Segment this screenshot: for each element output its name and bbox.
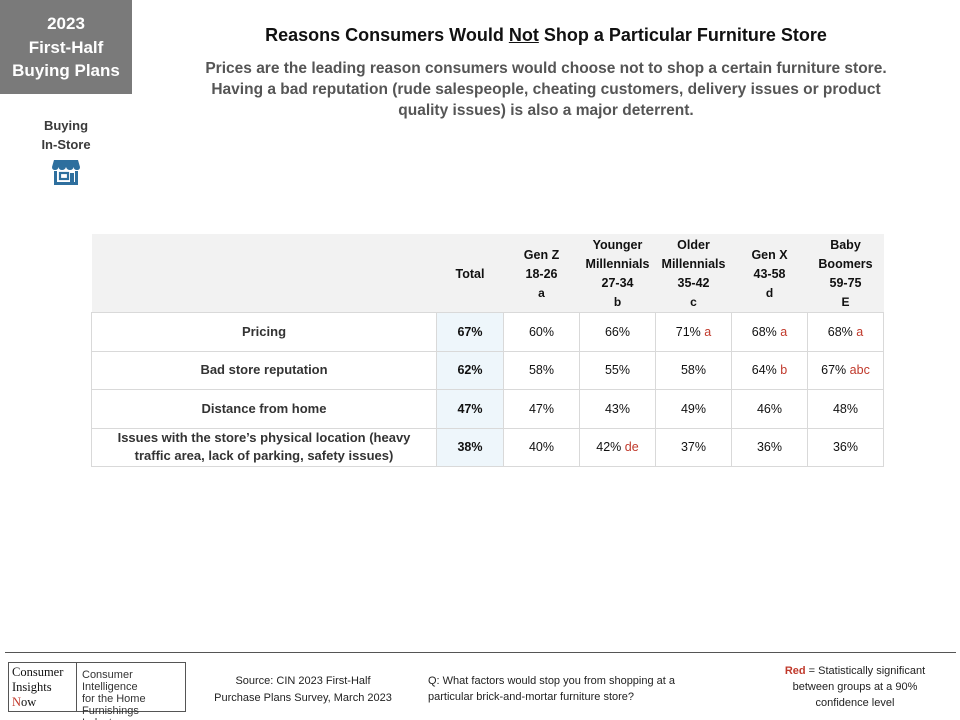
value-cell: 43% xyxy=(579,389,656,429)
value-cell: 42% de xyxy=(579,427,656,467)
logo-wordmark: Consumer Insights Now xyxy=(9,663,77,711)
cell-value: 47% xyxy=(457,401,483,416)
cell-value: 37% xyxy=(680,440,707,455)
subtitle-line1: Prices are the leading reason consumers … xyxy=(205,60,887,77)
value-cell: 67% abc xyxy=(807,350,884,390)
section-label-line1: Buying xyxy=(43,118,89,133)
value-cell: 60% xyxy=(503,312,580,352)
significance-marker: a xyxy=(780,324,788,339)
value-cell: 68% a xyxy=(807,312,884,352)
section-label: Buying In-Store xyxy=(26,116,106,154)
significance-marker: a xyxy=(856,324,864,339)
cell-value: 68% xyxy=(751,324,777,339)
table-row: Issues with the store’s physical locatio… xyxy=(91,427,884,467)
cell-value: 38% xyxy=(457,440,483,455)
header-gen-z: Gen Z 18-26 a xyxy=(523,247,560,300)
cell-value: 43% xyxy=(604,401,631,416)
value-cell: 64% b xyxy=(731,350,808,390)
value-cell: 66% xyxy=(579,312,656,352)
title-emphasis: Not xyxy=(508,25,539,45)
badge-year: 2023 xyxy=(47,14,85,33)
footer-divider xyxy=(5,652,956,653)
header-gen-x: Gen X 43-58 d xyxy=(751,247,788,300)
results-table: Total Gen Z 18-26 a Younger Millennials … xyxy=(91,234,884,467)
row-label: Distance from home xyxy=(91,389,437,429)
value-cell: 68% a xyxy=(731,312,808,352)
company-logo: Consumer Insights Now Consumer Intellige… xyxy=(8,662,186,720)
significance-marker: b xyxy=(780,363,788,378)
value-cell: 49% xyxy=(655,389,732,429)
cell-value: 46% xyxy=(756,401,783,416)
header-total: Total xyxy=(455,266,485,281)
cell-value: 64% xyxy=(751,363,777,378)
storefront-icon xyxy=(52,160,80,185)
cell-value: 47% xyxy=(528,401,555,416)
cell-value: 71% xyxy=(675,324,701,339)
value-cell: 40% xyxy=(503,427,580,467)
total-cell: 62% xyxy=(436,350,504,390)
cell-value: 49% xyxy=(680,401,707,416)
section-label-line2: In-Store xyxy=(41,137,91,152)
page-title: Reasons Consumers Would Not Shop a Parti… xyxy=(265,25,827,45)
plan-badge: 2023 First-Half Buying Plans xyxy=(0,0,132,94)
badge-topic: Buying Plans xyxy=(12,61,120,80)
value-cell: 47% xyxy=(503,389,580,429)
significance-marker: a xyxy=(704,324,712,339)
table-row: Distance from home 47% 47% 43% 49% 46% 48% xyxy=(91,389,884,429)
value-cell: 55% xyxy=(579,350,656,390)
source-note: Source: CIN 2023 First-Half Purchase Pla… xyxy=(214,675,392,704)
value-cell: 37% xyxy=(655,427,732,467)
question-note: Q: What factors would stop you from shop… xyxy=(428,675,676,703)
cell-value: 42% xyxy=(596,440,622,455)
cell-value: 36% xyxy=(832,440,859,455)
cell-value: 58% xyxy=(680,363,707,378)
cell-value: 62% xyxy=(457,363,483,378)
cell-value: 36% xyxy=(756,440,783,455)
cell-value: 67% xyxy=(821,363,847,378)
cell-value: 67% xyxy=(457,324,483,339)
value-cell: 46% xyxy=(731,389,808,429)
row-label: Issues with the store’s physical locatio… xyxy=(91,427,437,467)
cell-value: 68% xyxy=(827,324,853,339)
page-subtitle: Prices are the leading reason consumers … xyxy=(160,58,932,121)
total-cell: 38% xyxy=(436,427,504,467)
cell-value: 66% xyxy=(604,324,631,339)
value-cell: 71% a xyxy=(655,312,732,352)
table-row: Pricing 67% 60% 66% 71% a 68% a 68% a xyxy=(91,312,884,352)
row-label: Pricing xyxy=(91,312,437,352)
table-header-row: Total Gen Z 18-26 a Younger Millennials … xyxy=(91,234,884,313)
subtitle-line2: Having a bad reputation (rude salespeopl… xyxy=(211,81,881,98)
subtitle-line3: quality issues) is also a major deterren… xyxy=(398,102,694,119)
value-cell: 48% xyxy=(807,389,884,429)
cell-value: 58% xyxy=(528,363,555,378)
significance-legend: Red = Statistically significant between … xyxy=(784,665,926,709)
significance-marker: abc xyxy=(849,363,870,378)
header-baby-boomers: Baby Boomers 59-75 E xyxy=(818,238,873,309)
logo-tagline: Consumer Intelligence for the Home Furni… xyxy=(82,669,146,720)
value-cell: 36% xyxy=(731,427,808,467)
header-label-column xyxy=(92,234,437,313)
row-label: Bad store reputation xyxy=(91,350,437,390)
value-cell: 58% xyxy=(655,350,732,390)
cell-value: 55% xyxy=(604,363,631,378)
value-cell: 36% xyxy=(807,427,884,467)
total-cell: 47% xyxy=(436,389,504,429)
cell-value: 40% xyxy=(528,440,555,455)
cell-value: 60% xyxy=(528,324,555,339)
significance-marker: de xyxy=(624,440,639,455)
badge-period: First-Half xyxy=(28,37,104,57)
header-older-millennials: Older Millennials 35-42 c xyxy=(661,238,726,309)
value-cell: 58% xyxy=(503,350,580,390)
table-row: Bad store reputation 62% 58% 55% 58% 64% b 67%… xyxy=(91,350,884,390)
total-cell: 67% xyxy=(436,312,504,352)
header-younger-millennials: Younger Millennials 27-34 b xyxy=(585,238,650,309)
cell-value: 48% xyxy=(832,401,859,416)
